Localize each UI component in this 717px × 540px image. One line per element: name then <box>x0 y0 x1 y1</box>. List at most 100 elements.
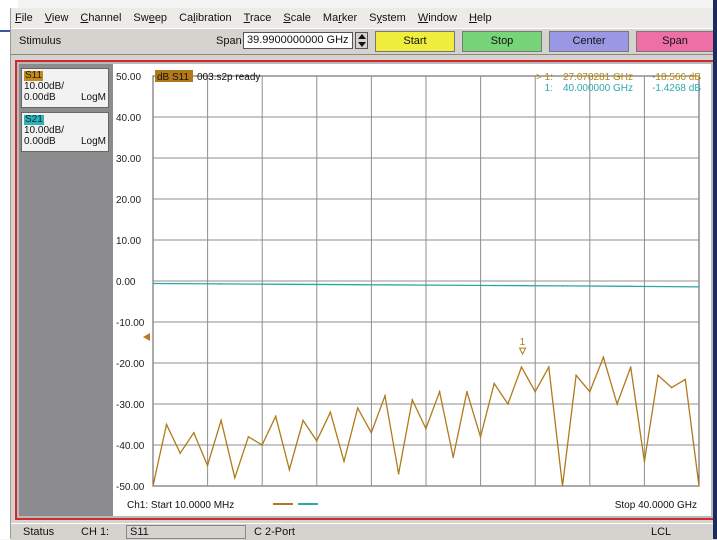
span-input[interactable]: 39.9900000000 GHz <box>243 32 353 49</box>
menu-view[interactable]: View <box>44 12 69 24</box>
data-point-s11 <box>165 423 168 426</box>
data-point-s11 <box>179 452 181 455</box>
center-button[interactable]: Center <box>549 31 629 52</box>
data-point-s21 <box>493 284 496 287</box>
status-channel: CH 1: <box>81 526 110 538</box>
data-point-s11 <box>288 468 291 471</box>
trace-tag-s21: S21 <box>24 114 44 125</box>
data-point-s11 <box>575 374 577 377</box>
data-point-s11 <box>315 440 318 442</box>
data-point-s21 <box>561 285 564 287</box>
reference-arrow-icon <box>143 333 150 341</box>
status-parameter[interactable]: S11 <box>126 525 246 539</box>
y-tick-labels: 50.00 40.00 30.00 20.00 10.00 0.00 -10.00 -20.0… <box>116 72 145 493</box>
menu-bar: File View Channel Sweep Calibration Trace Scal… <box>11 8 717 28</box>
span-spinner[interactable] <box>355 32 368 49</box>
stimulus-label: Stimulus <box>19 35 62 47</box>
data-point-s11 <box>193 431 195 434</box>
data-point-s11 <box>234 477 236 479</box>
footer-stop: Stop 40.0000 GHz <box>615 500 697 511</box>
marker-frequency: 27.078281 GHz <box>563 72 633 83</box>
y-tick-label: 10.00 <box>116 236 141 247</box>
data-point-s11 <box>684 378 687 381</box>
data-point-s11 <box>220 419 222 422</box>
accent-stripe <box>0 30 14 32</box>
marker-value: -1.4268 dB <box>652 83 701 94</box>
data-point-s21 <box>152 282 154 285</box>
menu-sweep[interactable]: Sweep <box>133 12 168 24</box>
menu-trace[interactable]: Trace <box>243 12 272 24</box>
data-point-s11 <box>561 485 564 487</box>
status-bar: Status CH 1: S11 C 2-Port LCL <box>11 523 717 540</box>
data-point-s11 <box>507 403 509 405</box>
marker-index: > 1: <box>536 72 553 83</box>
trace-lines <box>152 282 700 487</box>
menu-help[interactable]: Help <box>468 12 492 24</box>
marker-readout: > 1: 27.078281 GHz -18.566 dB 1: 40.000000 G… <box>536 72 701 94</box>
status-label: Status <box>23 526 55 538</box>
menu-channel[interactable]: Channel <box>80 12 122 24</box>
y-tick-label: 30.00 <box>116 154 141 165</box>
spin-down-icon[interactable] <box>358 42 366 47</box>
span-label: Span <box>216 35 242 47</box>
y-tick-label: -50.00 <box>116 482 145 493</box>
plot-title: dB S11 003.s2p ready <box>155 70 260 83</box>
menu-file[interactable]: File <box>15 12 33 24</box>
data-point-s11 <box>274 415 277 418</box>
data-point-s11 <box>152 485 154 487</box>
data-point-s11 <box>520 366 523 368</box>
menu-marker[interactable]: Marker <box>322 12 358 24</box>
start-button[interactable]: Start <box>375 31 455 52</box>
marker-index: 1: <box>545 83 553 94</box>
y-tick-label: -10.00 <box>116 318 145 329</box>
trace-plot: 50.00 40.00 30.00 20.00 10.00 0.00 -10.00 -20.0… <box>116 70 701 511</box>
data-point-s21 <box>425 284 427 286</box>
data-point-s11 <box>616 403 618 405</box>
menu-system[interactable]: System <box>369 12 406 24</box>
plot-area[interactable]: 50.00 40.00 30.00 20.00 10.00 0.00 -10.00 -20.0… <box>113 64 711 516</box>
data-point-s21 <box>698 286 700 288</box>
status-mode: LCL <box>651 526 672 538</box>
data-point-s11 <box>343 460 345 463</box>
data-point-s21 <box>356 283 359 286</box>
trace-scale: 10.00dB/ <box>24 81 65 92</box>
trace-format: LogM <box>80 136 106 147</box>
stop-button[interactable]: Stop <box>462 31 542 52</box>
data-point-s11 <box>548 366 550 368</box>
menu-scale[interactable]: Scale <box>283 12 311 24</box>
menu-calibration[interactable]: Calibration <box>179 12 232 24</box>
data-point-s11 <box>479 436 482 438</box>
menu-window[interactable]: Window <box>417 12 457 24</box>
trace-format: LogM <box>80 92 106 103</box>
data-point-s11 <box>493 382 496 385</box>
data-point-s11 <box>466 390 468 393</box>
y-tick-label: 50.00 <box>116 72 141 83</box>
trace-ref: 0.00dB <box>24 92 56 103</box>
trace-box-s21[interactable]: S21 10.00dB/ 0.00dB LogM <box>21 112 109 152</box>
y-tick-label: -40.00 <box>116 441 145 452</box>
data-point-s11 <box>438 390 441 393</box>
data-point-s11 <box>643 460 646 463</box>
y-tick-label: 0.00 <box>116 277 136 288</box>
data-point-s21 <box>220 283 222 285</box>
data-point-s11 <box>247 436 250 438</box>
stimulus-toolbar: Stimulus Span 39.9900000000 GHz Start St… <box>11 28 717 55</box>
data-point-s11 <box>629 366 632 368</box>
trace-box-s11[interactable]: S11 10.00dB/ 0.00dB LogM <box>21 68 109 108</box>
footer-start: Ch1: Start 10.0000 MHz <box>127 500 234 511</box>
trace-tag-s11: S11 <box>24 70 44 81</box>
y-tick-label: -20.00 <box>116 359 145 370</box>
title-badge: dB S11 <box>157 72 189 83</box>
data-point-s11 <box>329 411 332 414</box>
y-tick-label: -30.00 <box>116 400 145 411</box>
span-button[interactable]: Span <box>636 31 714 52</box>
data-point-s11 <box>370 431 373 434</box>
grid-lines <box>152 75 700 487</box>
plot-footer: Ch1: Start 10.0000 MHz Stop 40.0000 GHz <box>127 500 697 511</box>
marker-1-icon <box>518 347 527 356</box>
data-point-s21 <box>629 285 632 288</box>
spin-up-icon[interactable] <box>358 34 366 39</box>
marker-1[interactable]: 1 <box>518 337 527 356</box>
data-point-s11 <box>356 407 359 409</box>
y-tick-label: 40.00 <box>116 113 141 124</box>
